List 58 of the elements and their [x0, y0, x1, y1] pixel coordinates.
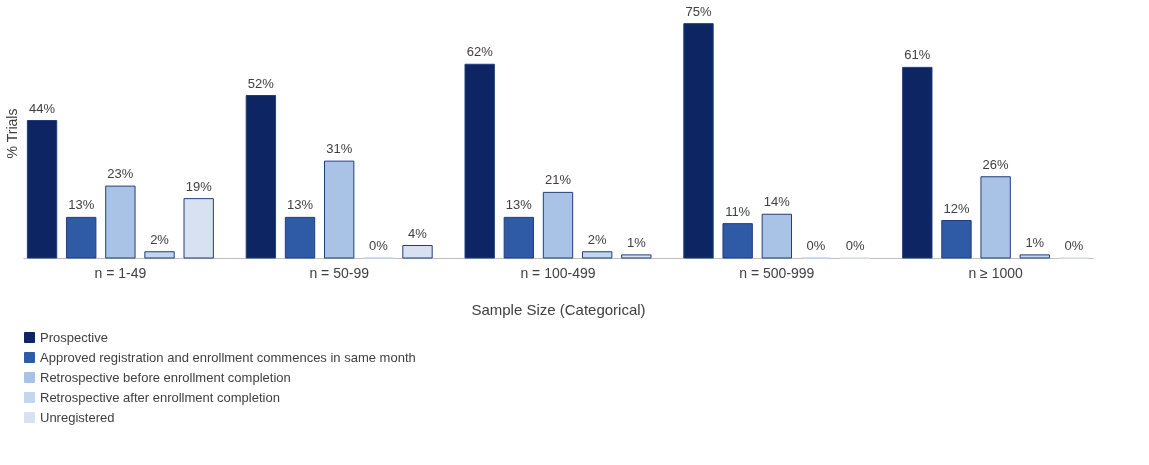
bar — [542, 191, 574, 259]
legend-label: Prospective — [40, 329, 108, 345]
x-tick-label: n = 500-999 — [739, 264, 815, 281]
bar — [26, 120, 58, 259]
data-label: 52% — [247, 75, 275, 91]
data-label: 44% — [29, 100, 56, 116]
data-label: 31% — [326, 141, 353, 157]
bar — [105, 185, 136, 259]
bar — [503, 216, 535, 259]
bar — [1019, 254, 1050, 259]
legend-label: Unregistered — [40, 409, 115, 425]
bar — [722, 223, 753, 259]
bar — [683, 23, 714, 259]
x-tick-label: n = 1-49 — [94, 264, 147, 281]
data-label: 2% — [150, 231, 170, 247]
legend-label: Retrospective after enrollment completion — [40, 389, 280, 405]
data-label: 26% — [982, 156, 1010, 172]
bar — [144, 251, 175, 259]
data-label: 19% — [185, 178, 213, 194]
data-label: 0% — [845, 238, 865, 253]
data-label: 61% — [904, 47, 931, 63]
legend-label: Approved registration and enrollment commences in same month — [40, 349, 416, 365]
legend-label: Retrospective before enrollment completion — [40, 369, 291, 385]
data-label: 1% — [1025, 234, 1045, 250]
bar — [66, 216, 97, 259]
data-label: 13% — [68, 197, 95, 213]
data-label: 4% — [408, 225, 428, 241]
bar — [980, 176, 1011, 259]
bar — [324, 160, 355, 259]
data-label: 21% — [544, 172, 572, 188]
bar — [183, 198, 214, 259]
bar — [284, 216, 316, 259]
data-label: 62% — [466, 44, 494, 60]
x-axis-title: Sample Size (Categorical) — [471, 300, 646, 318]
data-label: 75% — [685, 3, 712, 19]
data-label: 1% — [626, 234, 647, 250]
data-label: 12% — [943, 200, 970, 216]
bar — [621, 254, 652, 259]
data-label: 23% — [107, 166, 134, 182]
data-label: 0% — [368, 238, 389, 253]
data-label: 0% — [806, 238, 826, 253]
data-label: 0% — [1064, 238, 1084, 253]
bar — [902, 66, 933, 259]
bar — [761, 213, 792, 259]
data-label: 13% — [505, 197, 533, 213]
data-label: 13% — [287, 197, 314, 213]
x-tick-label: n ≥ 1000 — [968, 264, 1024, 281]
bar — [941, 220, 972, 259]
bar — [245, 95, 277, 259]
data-label: 2% — [587, 231, 607, 247]
data-label: 11% — [725, 203, 751, 219]
bar — [402, 245, 433, 259]
x-tick-label: n = 50-99 — [309, 264, 370, 281]
x-tick-label: n = 100-499 — [520, 264, 596, 281]
data-label: 14% — [763, 194, 791, 210]
bar — [581, 251, 613, 259]
y-axis-title: % Trials — [3, 108, 20, 159]
bar — [464, 63, 495, 259]
